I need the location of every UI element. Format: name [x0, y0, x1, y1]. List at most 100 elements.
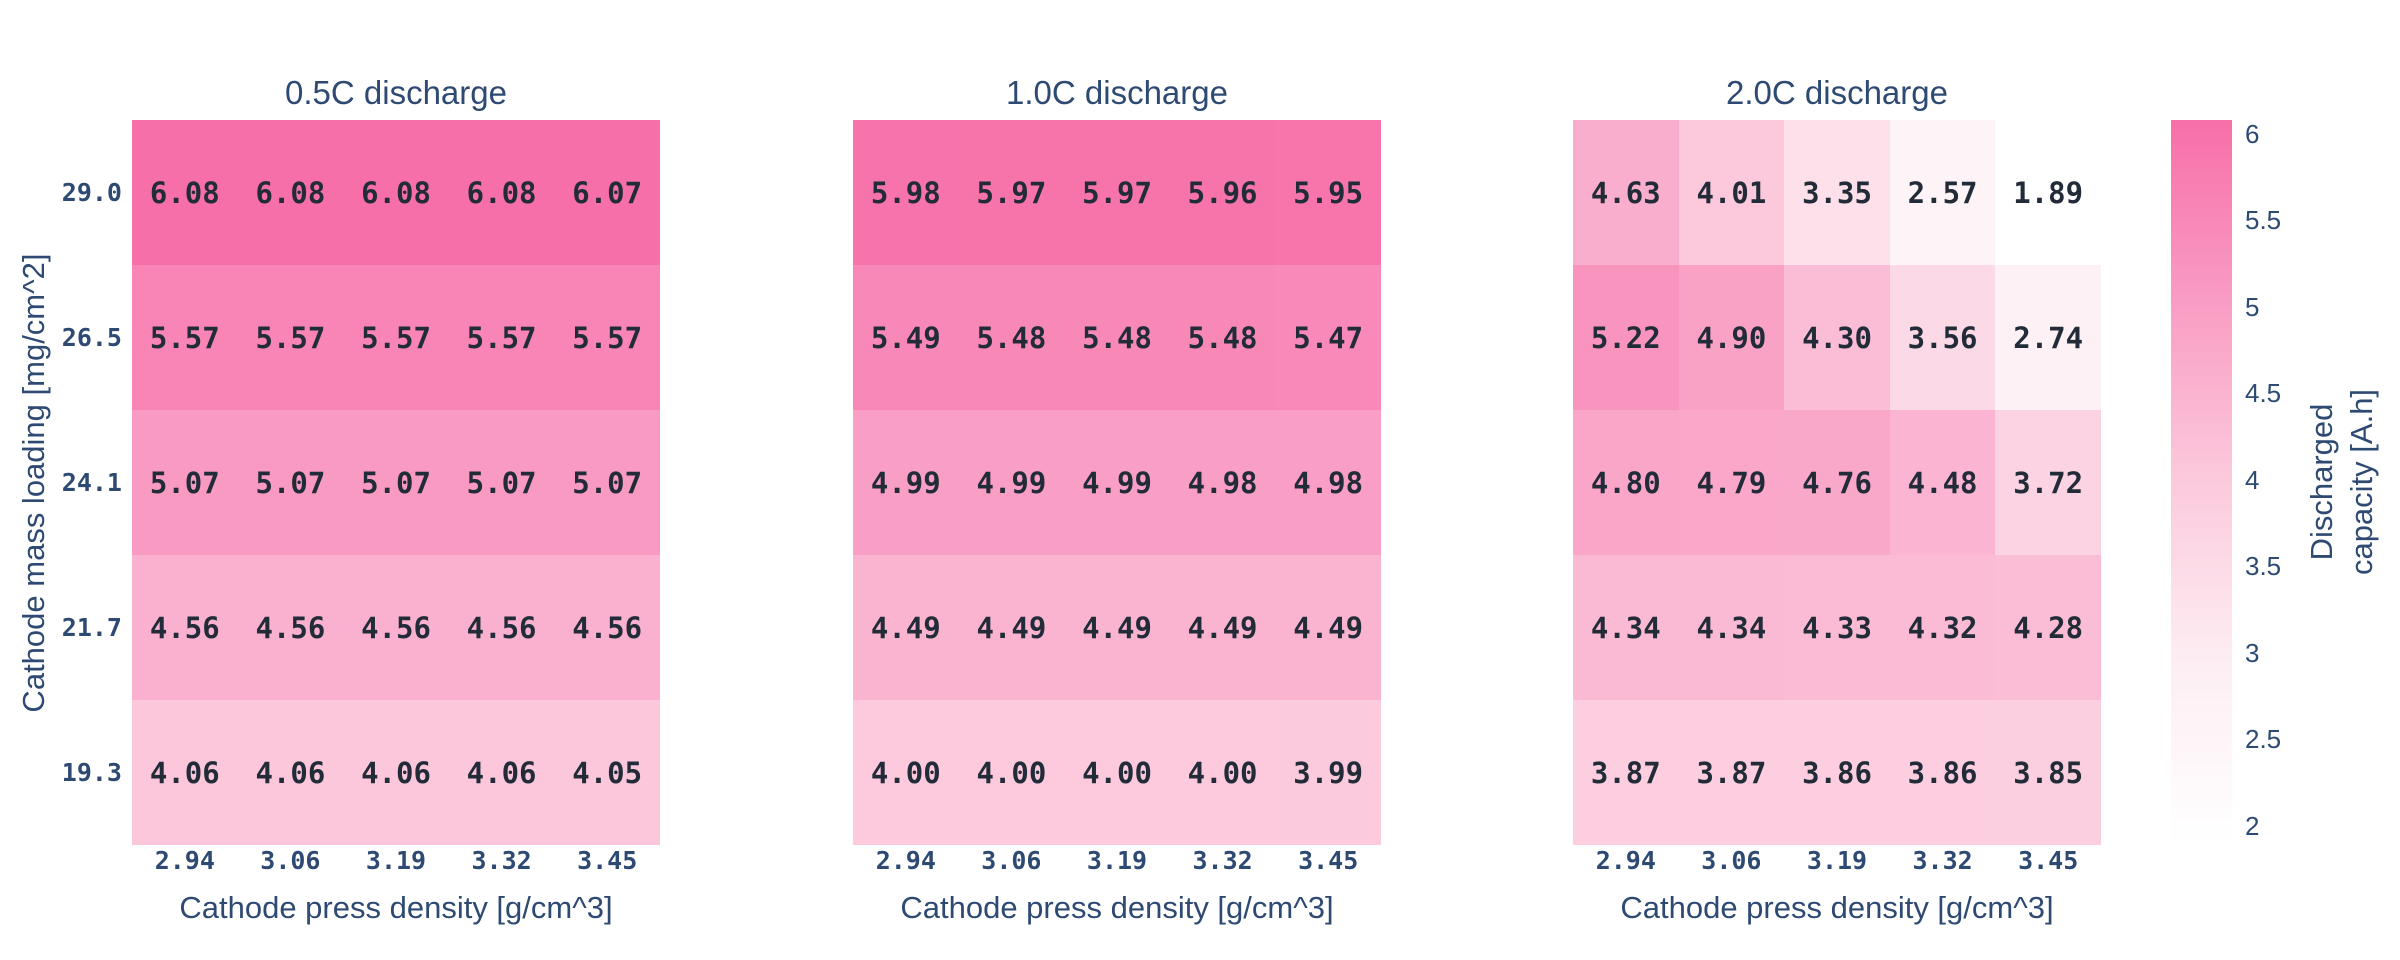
- heatmap-cell: 4.00: [853, 700, 959, 845]
- x-axis-title: Cathode press density [g/cm^3]: [1620, 890, 2054, 925]
- heatmap-cell: 4.99: [853, 410, 959, 555]
- heatmap-cell: 4.56: [448, 555, 555, 700]
- heatmap-cell: 4.06: [132, 700, 238, 845]
- x-tick-label: 3.06: [260, 846, 321, 875]
- x-tick-labels: 2.94 3.06 3.19 3.32 3.45: [1573, 846, 2101, 878]
- x-tick-label: 2.94: [154, 846, 215, 875]
- y-tick-label: 21.7: [61, 612, 122, 642]
- colorbar-tick-label: 4: [2245, 464, 2260, 495]
- heatmap-panel-1-0c: 1.0C discharge 5.98 5.97 5.97 5.96 5.95 5.49 5…: [853, 0, 1381, 960]
- colorbar-title-line2: capacity [A.h]: [2344, 388, 2379, 576]
- x-tick-label: 3.19: [1086, 846, 1148, 875]
- heatmap-cell: 4.99: [1064, 410, 1170, 555]
- heatmap-cell: 6.08: [343, 120, 449, 265]
- heatmap-cell: 4.00: [1064, 700, 1170, 845]
- heatmap-cell: 4.56: [554, 555, 660, 700]
- heatmap-cell: 4.05: [554, 700, 660, 845]
- heatmap-cell: 3.85: [1995, 700, 2101, 845]
- heatmap-cell: 4.63: [1573, 120, 1679, 265]
- heatmap-cell: 4.49: [958, 555, 1065, 700]
- heatmap-cell: 5.22: [1573, 265, 1679, 410]
- heatmap-cell: 4.49: [1064, 555, 1170, 700]
- heatmap-cell: 5.98: [853, 120, 959, 265]
- heatmap-cell: 4.34: [1573, 555, 1679, 700]
- x-tick-labels: 2.94 3.06 3.19 3.32 3.45: [132, 846, 660, 878]
- heatmap-cell: 5.07: [554, 410, 660, 555]
- heatmap-cell: 5.57: [237, 265, 344, 410]
- heatmap-cell: 5.49: [853, 265, 959, 410]
- heatmap-cell: 4.98: [1275, 410, 1381, 555]
- colorbar-tick-label: 6: [2245, 118, 2260, 149]
- heatmap-cell: 5.96: [1169, 120, 1276, 265]
- heatmap-cell: 4.90: [1678, 265, 1785, 410]
- heatmap-plot[interactable]: 5.98 5.97 5.97 5.96 5.95 5.49 5.48 5.48 5.48 5.47…: [853, 120, 1381, 845]
- x-tick-label: 3.32: [1912, 846, 1973, 875]
- colorbar-title-line1: Discharged: [2304, 403, 2339, 561]
- heatmap-cell: 5.57: [448, 265, 555, 410]
- subplot-title: 1.0C discharge: [1006, 74, 1228, 111]
- heatmap-cell: 3.87: [1678, 700, 1785, 845]
- colorbar-gradient: [2171, 120, 2232, 845]
- heatmap-cell: 4.98: [1169, 410, 1276, 555]
- heatmap-plot[interactable]: 6.08 6.08 6.08 6.08 6.07 5.57 5.57 5.57 5.57 5.57…: [132, 120, 660, 845]
- heatmap-cell: 4.28: [1995, 555, 2101, 700]
- heatmap-cell: 2.74: [1995, 265, 2101, 410]
- heatmap-cell: 4.49: [1169, 555, 1276, 700]
- heatmap-cell: 3.86: [1889, 700, 1996, 845]
- heatmap-cell: 5.48: [1169, 265, 1276, 410]
- colorbar-tick-label: 3.5: [2245, 551, 2282, 582]
- heatmap-cell: 4.00: [958, 700, 1065, 845]
- heatmap-cell: 5.48: [1064, 265, 1170, 410]
- heatmap-cell: 5.47: [1275, 265, 1381, 410]
- x-tick-label: 3.06: [981, 846, 1042, 875]
- heatmap-cell: 4.80: [1573, 410, 1679, 555]
- heatmap-cell: 4.49: [1275, 555, 1381, 700]
- x-axis-title: Cathode press density [g/cm^3]: [179, 890, 613, 925]
- x-tick-label: 2.94: [875, 846, 936, 875]
- y-tick-labels: 29.0 26.5 24.1 21.7 19.3: [30, 0, 122, 960]
- heatmap-cell: 5.57: [343, 265, 449, 410]
- heatmap-cell: 4.30: [1784, 265, 1890, 410]
- colorbar-tick-label: 2.5: [2245, 724, 2282, 755]
- heatmap-cell: 5.97: [958, 120, 1065, 265]
- x-tick-label: 3.45: [2018, 846, 2079, 875]
- y-tick-label: 19.3: [61, 757, 122, 787]
- colorbar-tick-label: 5.5: [2245, 205, 2282, 236]
- heatmap-cell: 4.06: [448, 700, 555, 845]
- colorbar-tick-label: 4.5: [2245, 378, 2282, 409]
- y-tick-label: 26.5: [61, 322, 122, 352]
- colorbar-tick-label: 2: [2245, 810, 2260, 841]
- heatmap-cell: 3.72: [1995, 410, 2101, 555]
- heatmap-cell: 3.99: [1275, 700, 1381, 845]
- colorbar-title: Discharged capacity [A.h]: [2302, 272, 2382, 692]
- heatmap-cell: 4.49: [853, 555, 959, 700]
- x-tick-labels: 2.94 3.06 3.19 3.32 3.45: [853, 846, 1381, 878]
- heatmap-cell: 5.07: [448, 410, 555, 555]
- heatmap-cell: 4.33: [1784, 555, 1890, 700]
- heatmap-cell: 4.76: [1784, 410, 1890, 555]
- heatmap-cell: 3.87: [1573, 700, 1679, 845]
- heatmap-cell: 4.01: [1678, 120, 1785, 265]
- heatmap-cell: 4.06: [343, 700, 449, 845]
- heatmap-cell: 3.56: [1889, 265, 1996, 410]
- heatmap-plot[interactable]: 4.63 4.01 3.35 2.57 1.89 5.22 4.90 4.30 3.56 2.74…: [1573, 120, 2101, 845]
- subplot-title: 0.5C discharge: [285, 74, 507, 111]
- heatmap-cell: 2.57: [1889, 120, 1996, 265]
- heatmap-cell: 5.48: [958, 265, 1065, 410]
- heatmap-cell: 1.89: [1995, 120, 2101, 265]
- heatmap-cell: 6.07: [554, 120, 660, 265]
- heatmap-cell: 4.56: [343, 555, 449, 700]
- heatmap-cell: 6.08: [237, 120, 344, 265]
- heatmap-cell: 4.99: [958, 410, 1065, 555]
- heatmap-cell: 5.97: [1064, 120, 1170, 265]
- heatmap-cell: 6.08: [448, 120, 555, 265]
- colorbar-tick-label: 3: [2245, 637, 2260, 668]
- heatmap-cell: 4.06: [237, 700, 344, 845]
- heatmap-cell: 4.32: [1889, 555, 1996, 700]
- y-tick-label: 24.1: [61, 467, 122, 497]
- heatmap-cell: 5.07: [343, 410, 449, 555]
- heatmap-cell: 5.57: [132, 265, 238, 410]
- x-tick-label: 3.19: [1806, 846, 1868, 875]
- heatmap-cell: 6.08: [132, 120, 238, 265]
- subplot-title: 2.0C discharge: [1726, 74, 1948, 111]
